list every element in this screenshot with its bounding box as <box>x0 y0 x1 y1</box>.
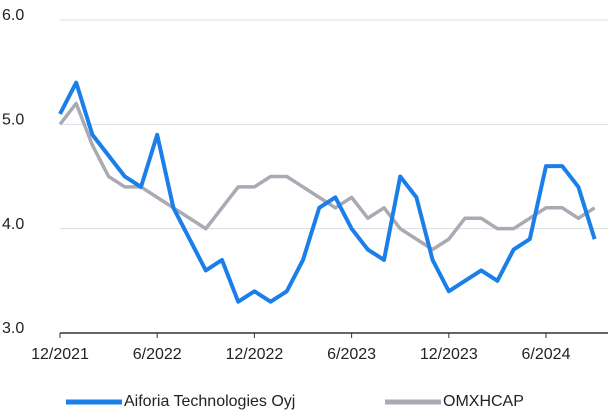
y-tick-label: 5.0 <box>2 112 24 129</box>
y-tick-label: 3.0 <box>2 320 24 337</box>
x-tick-label: 6/2024 <box>522 346 571 363</box>
legend-label: OMXHCAP <box>443 393 524 410</box>
legend-label: Aiforia Technologies Oyj <box>124 393 295 410</box>
series-line <box>58 101 596 252</box>
series-line <box>58 80 597 304</box>
y-tick-label: 6.0 <box>2 7 24 24</box>
x-tick-label: 6/2023 <box>327 346 376 363</box>
x-tick-label: 6/2022 <box>133 346 182 363</box>
x-tick-label: 12/2023 <box>420 346 478 363</box>
x-tick-label: 12/2021 <box>31 346 89 363</box>
y-tick-label: 4.0 <box>2 216 24 233</box>
x-tick-label: 12/2022 <box>225 346 283 363</box>
